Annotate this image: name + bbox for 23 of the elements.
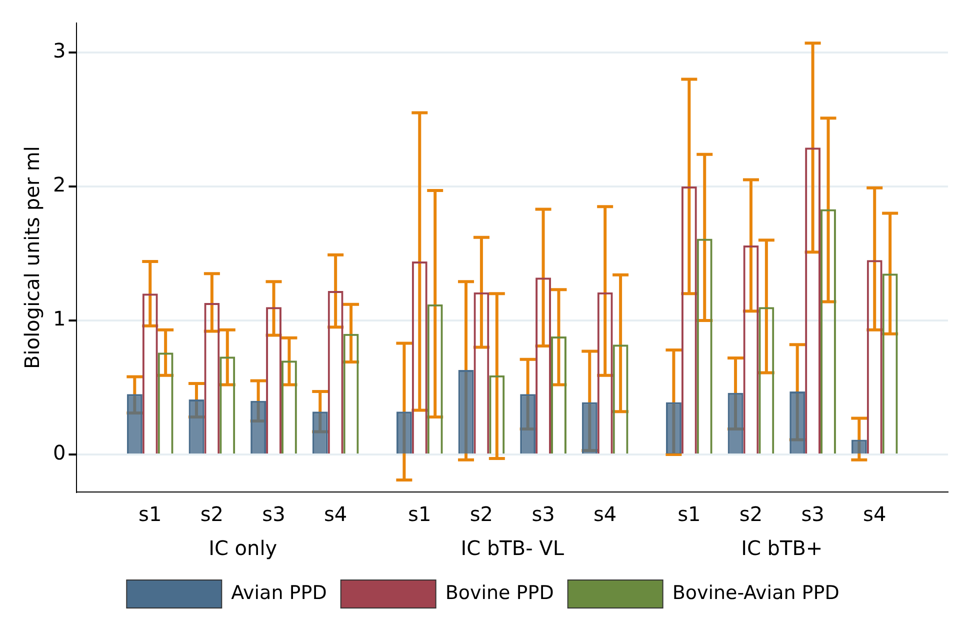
x-tick-label: s4 [594,502,617,526]
text: IC only [208,536,278,560]
x-tick-label: s2 [200,502,224,526]
x-tick-label: s3 [532,502,555,526]
x-tick-label: s4 [863,502,886,526]
y-tick-label: 3 [52,38,66,63]
y-tick-label: 2 [52,172,66,197]
legend-label: Bovine-Avian PPD [672,582,840,604]
y-tick-label: 0 [52,440,66,465]
legend-label: Bovine PPD [445,582,554,604]
y-axis-title: Biological units per ml [20,146,44,369]
x-tick-label: s1 [678,502,701,526]
y-tick-label: 1 [52,306,66,331]
x-tick-label: s2 [739,502,763,526]
x-tick-label: s3 [801,502,824,526]
x-tick-label: s3 [262,502,286,526]
legend-label: Avian PPD [231,582,327,604]
x-tick-label: s4 [324,502,348,526]
text: IC bTB+ [741,536,823,560]
x-tick-label: s1 [138,502,162,526]
x-tick-label: s1 [408,502,432,526]
text: IC bTB- VL [460,536,565,560]
x-tick-label: s2 [470,502,494,526]
